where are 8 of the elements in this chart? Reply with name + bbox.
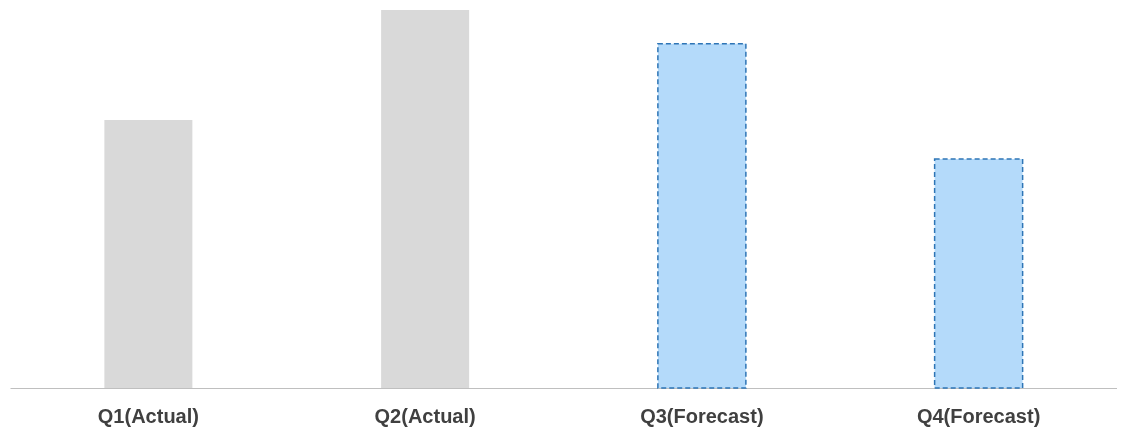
bar [933, 158, 1024, 389]
bar [381, 10, 470, 388]
x-tick-label: Q3(Forecast) [640, 404, 764, 427]
x-tick-label: Q1(Actual) [97, 404, 199, 427]
bar [657, 42, 747, 389]
bar [104, 120, 193, 388]
x-tick-label: Q4(Forecast) [916, 404, 1041, 427]
x-tick-label: Q2(Actual) [374, 404, 476, 427]
